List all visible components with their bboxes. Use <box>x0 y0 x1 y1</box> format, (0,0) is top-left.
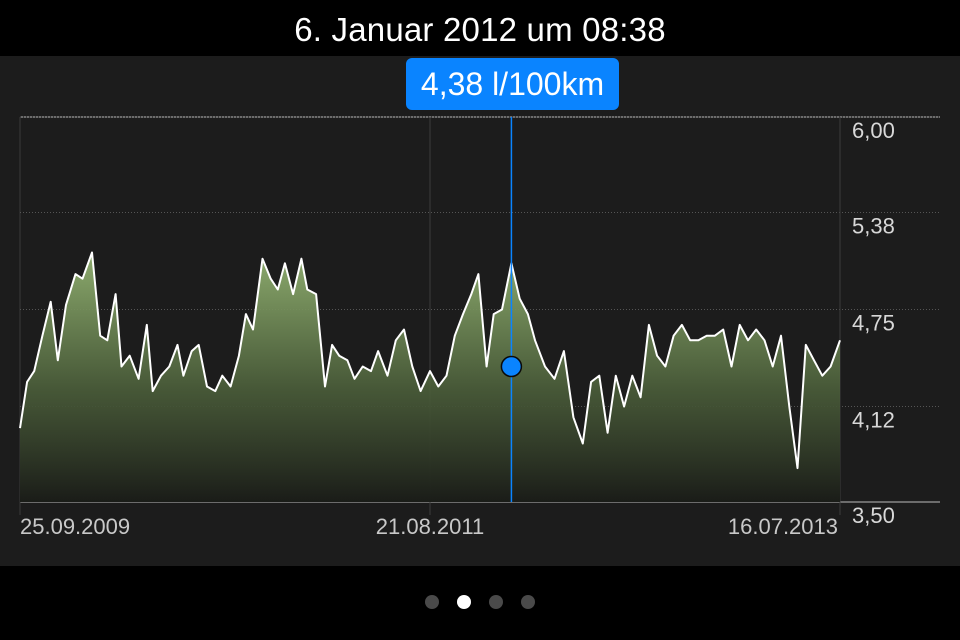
x-tick-label: 21.08.2011 <box>376 514 484 539</box>
page-dot[interactable] <box>457 595 471 609</box>
consumption-area <box>20 252 840 502</box>
y-tick-label: 6,00 <box>852 118 895 143</box>
selection-point <box>500 355 523 378</box>
x-tick-label: 25.09.2009 <box>20 514 130 539</box>
y-tick-label: 5,38 <box>852 213 895 238</box>
area-fill <box>19 251 841 502</box>
axis-labels: 6,00 5,38 4,75 4,12 3,50 25.09.2009 21.08.2011… <box>20 118 895 539</box>
y-tick-label: 3,50 <box>852 503 895 528</box>
page-dot[interactable] <box>521 595 535 609</box>
x-tick-label: 16.07.2013 <box>728 514 838 539</box>
y-tick-label: 4,12 <box>852 408 895 433</box>
page-dot[interactable] <box>489 595 503 609</box>
selection-marker-layer <box>500 117 523 502</box>
y-tick-label: 4,75 <box>852 311 895 336</box>
consumption-line <box>19 251 841 470</box>
page-indicator[interactable] <box>0 595 960 611</box>
page-dot[interactable] <box>425 595 439 609</box>
selected-value-bubble: 4,38 l/100km <box>406 58 619 110</box>
selected-date-title: 6. Januar 2012 um 08:38 <box>294 11 666 48</box>
